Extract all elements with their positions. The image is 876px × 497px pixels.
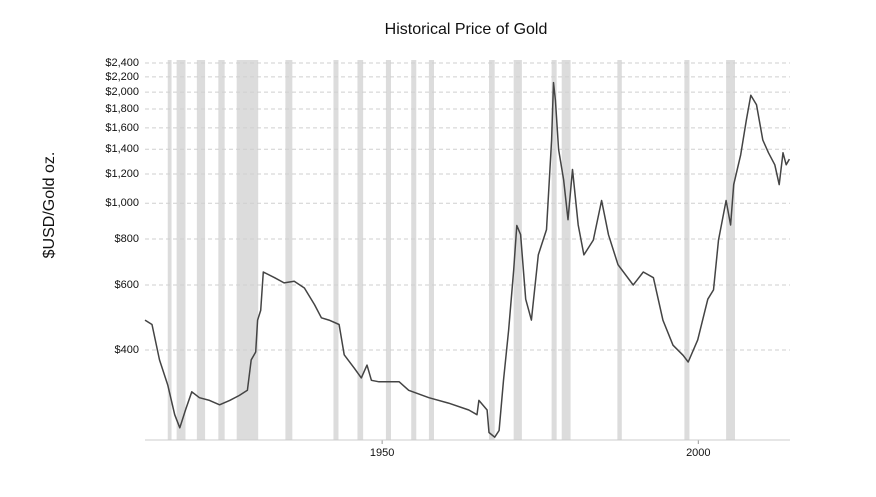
shaded-range (489, 60, 495, 440)
shaded-range (333, 60, 339, 440)
shaded-range (561, 60, 571, 440)
shaded-range (196, 60, 206, 440)
shaded-range (176, 60, 186, 440)
y-tick-label: $2,400 (105, 57, 139, 69)
shaded-range (428, 60, 434, 440)
shaded-range (357, 60, 364, 440)
y-tick-label: $1,000 (105, 197, 139, 209)
y-tick-label: $600 (115, 279, 139, 291)
shaded-range (684, 60, 690, 440)
shaded-range (285, 60, 293, 440)
y-tick-label: $1,600 (105, 122, 139, 134)
shaded-range (513, 60, 522, 440)
shaded-range (167, 60, 172, 440)
shaded-range (236, 60, 259, 440)
y-tick-label: $800 (115, 233, 139, 245)
chart-title: Historical Price of Gold (385, 21, 548, 38)
y-tick-label: $2,200 (105, 71, 139, 83)
shaded-range (411, 60, 417, 440)
price-line (144, 81, 791, 438)
shaded-range (726, 60, 735, 440)
y-tick-label: $1,800 (105, 103, 139, 115)
y-tick-label: $2,000 (105, 86, 139, 98)
shaded-range (551, 60, 557, 440)
y-axis-label: $USD/Gold oz. (41, 152, 58, 259)
shaded-range (385, 60, 391, 440)
shaded-range (617, 60, 622, 440)
x-tick-label: 1950 (370, 447, 394, 459)
x-tick-label: 2000 (686, 447, 710, 459)
y-tick-label: $1,200 (105, 168, 139, 180)
shaded-range (218, 60, 225, 440)
y-tick-label: $400 (115, 344, 139, 356)
y-tick-label: $1,400 (105, 143, 139, 155)
